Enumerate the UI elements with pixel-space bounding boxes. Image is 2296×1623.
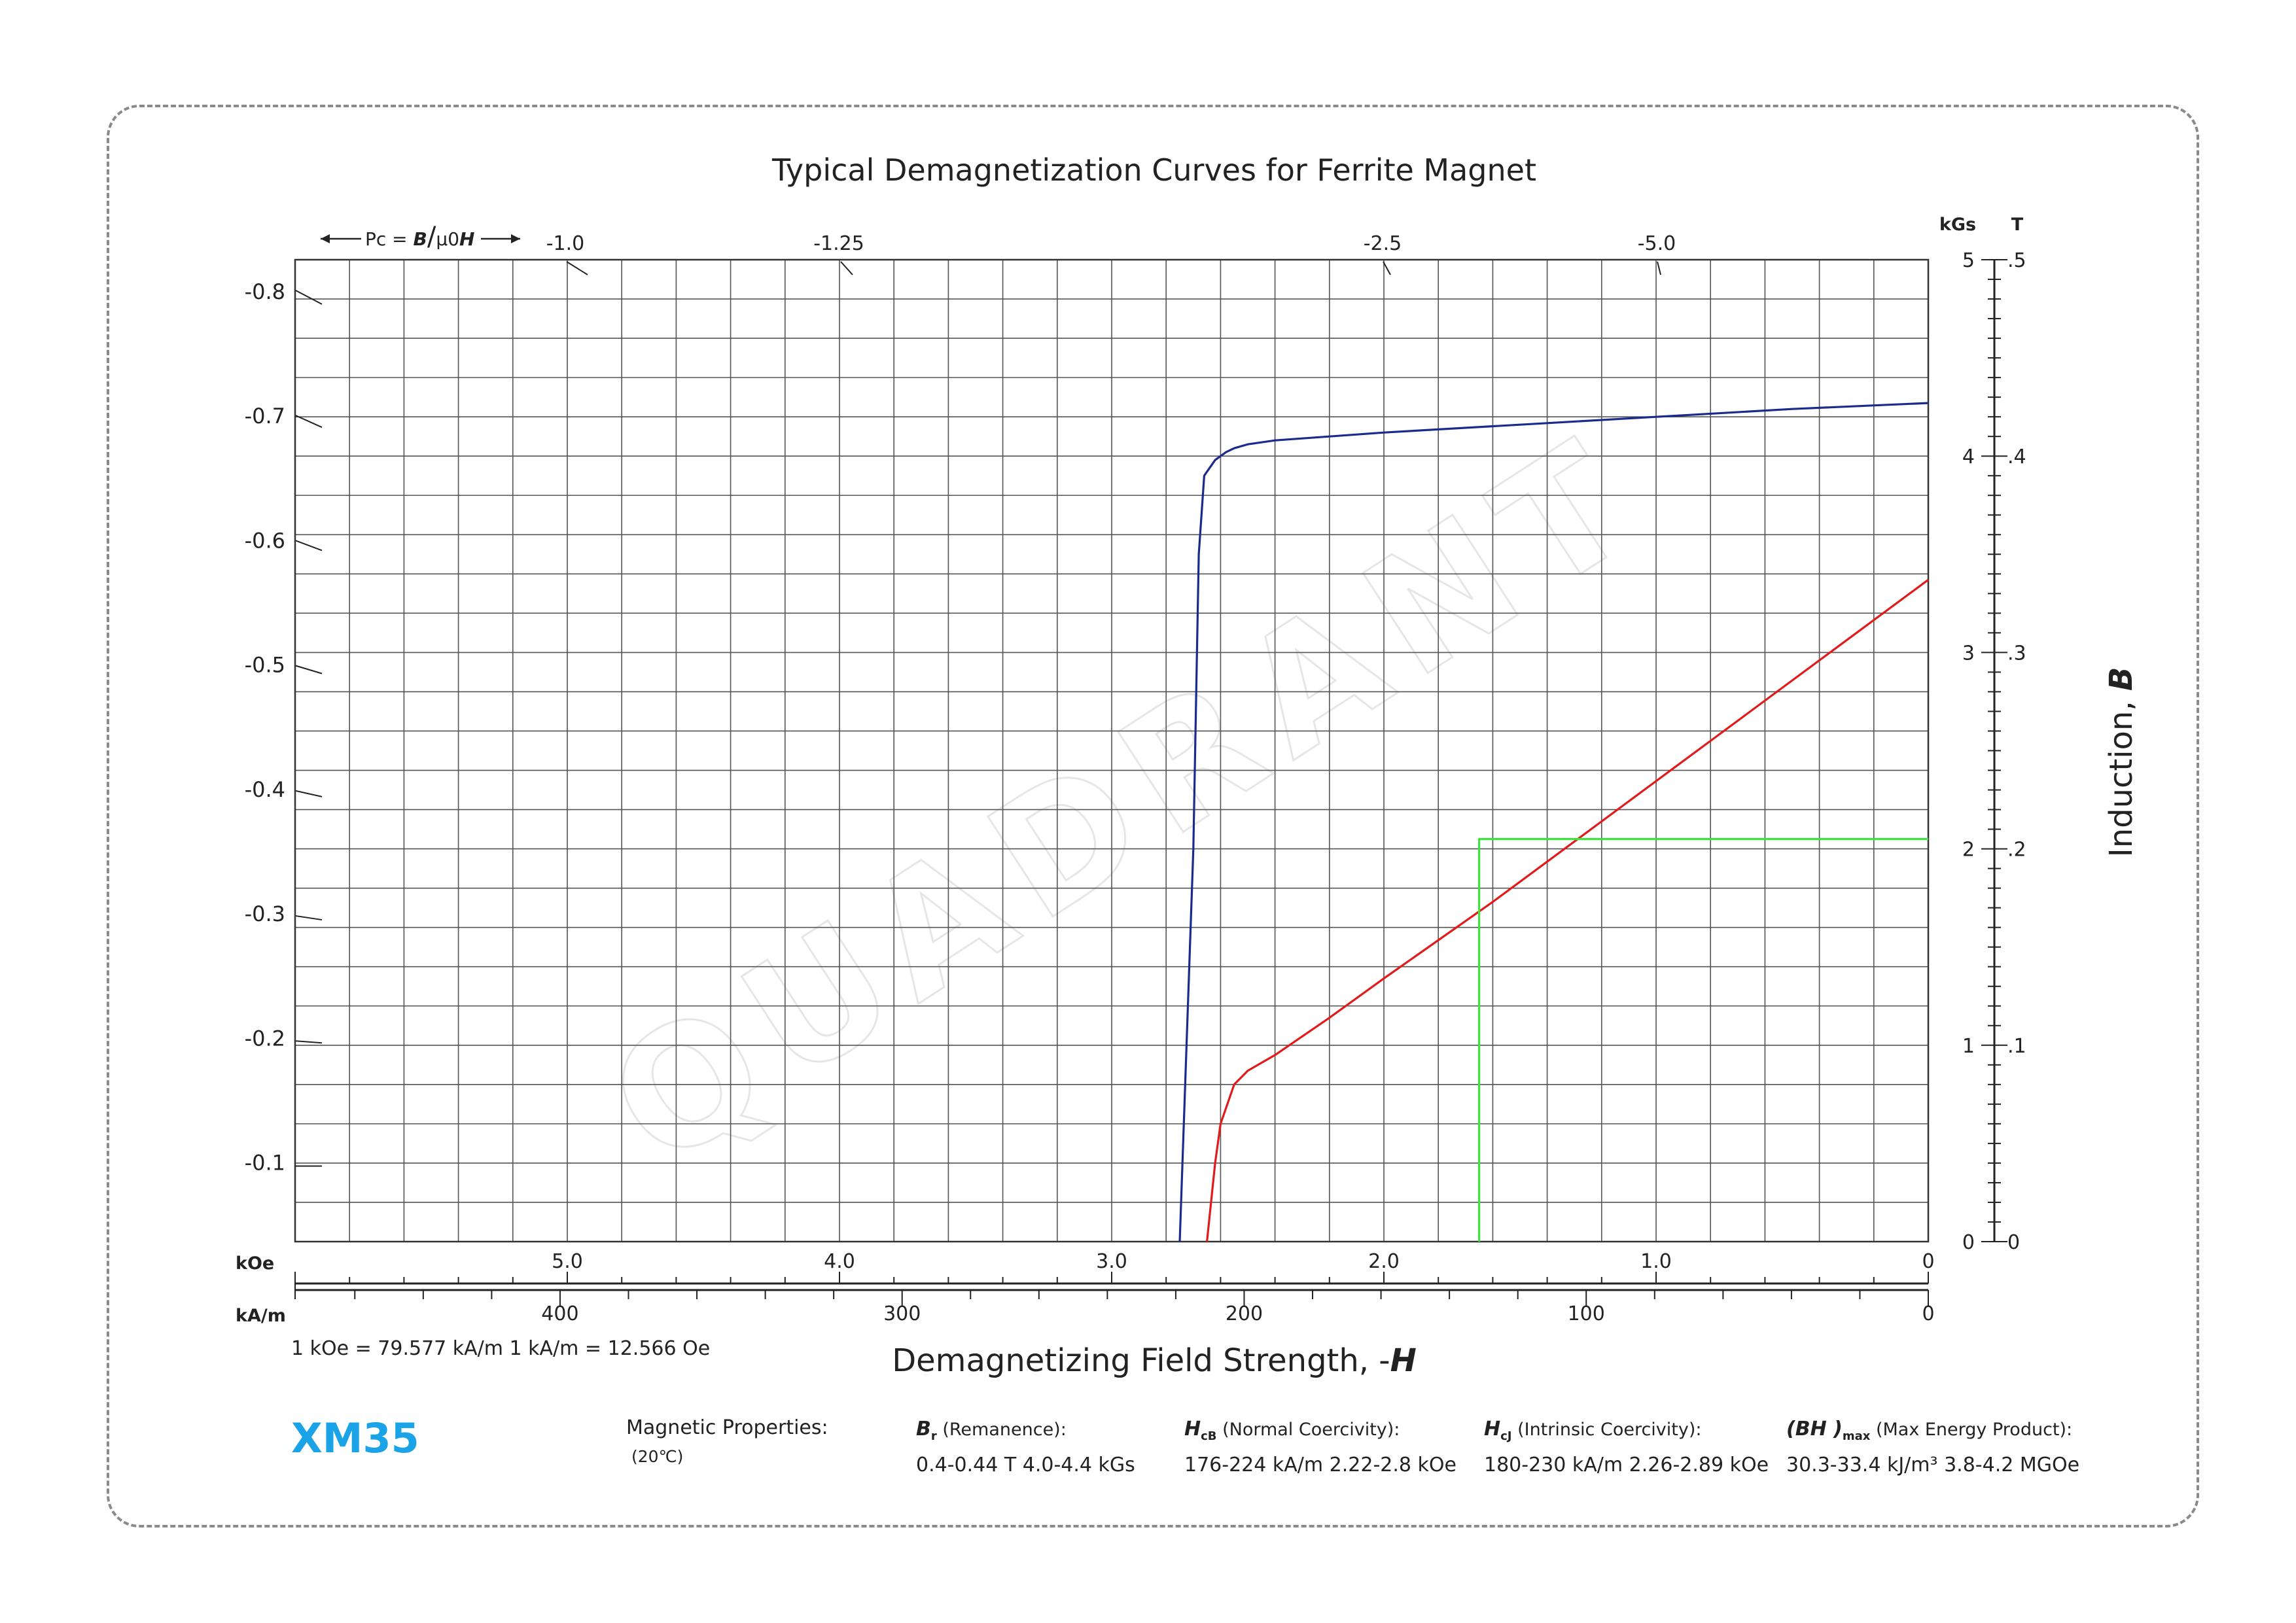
properties-temp: (20℃) [631,1447,684,1466]
left-tick-mark [295,790,323,797]
chart-title: Typical Demagnetization Curves for Ferri… [771,152,1536,188]
y-axis-title: Induction, B [2103,667,2140,858]
grade-name: XM35 [291,1414,419,1462]
t-tick-label: .3 [2007,642,2026,665]
pc-tick-mark [1383,261,1391,275]
pc-tick-label: -2.5 [1364,232,1402,255]
left-tick-mark [295,540,323,551]
koe-tick-label: 2.0 [1368,1250,1400,1273]
koe-tick-label: 3.0 [1096,1250,1127,1273]
br-label: (Remanence): [936,1420,1067,1440]
koe-tick-label: 1.0 [1640,1250,1672,1273]
hcb-label: (Normal Coercivity): [1216,1420,1400,1440]
kgs-tick-label: 0 [1962,1231,1975,1254]
hcb-sub: cB [1201,1429,1217,1443]
series-line-1 [1206,579,1929,1242]
kam-tick-label: 400 [541,1302,578,1325]
series-line-2 [1478,837,1928,1242]
left-tick-mark [295,1040,323,1044]
dashed-frame [107,105,2199,1527]
properties-heading-block: Magnetic Properties: (20℃) [626,1414,828,1471]
plot-border [294,258,1930,1243]
koe-tick-label: 0 [1922,1250,1934,1273]
kgs-tick-label: 5 [1962,249,1975,272]
kam-unit-label: kA/m [236,1306,286,1326]
x-axis-symbol: H [1390,1342,1417,1379]
left-tick-label: -0.2 [245,1026,285,1051]
koe-unit-label: kOe [236,1253,274,1274]
koe-tick-label: 5.0 [552,1250,583,1273]
pc-tick-mark [840,261,853,275]
bh-sub: max [1842,1429,1871,1443]
bhmax-property: (BH )max (Max Energy Product): 30.3-33.4… [1786,1415,2079,1480]
left-tick-mark [295,665,323,674]
kgs-tick-label: 2 [1962,839,1975,862]
pc-label: Pc = B/μ0H [365,222,474,252]
bh-values: 30.3-33.4 kJ/m³ 3.8-4.2 MGOe [1786,1454,2080,1476]
left-tick-label: -0.3 [245,901,285,926]
t-tick-label: .5 [2007,249,2026,272]
left-tick-label: -0.7 [245,404,285,428]
pc-tick-mark [566,261,588,275]
kgs-tick-label: 4 [1962,445,1975,468]
pc-tick-label: -5.0 [1638,232,1676,255]
hcj-symbol: H [1484,1418,1501,1440]
t-unit-label: T [2011,215,2024,235]
watermark: QUADRANT [577,396,1678,1204]
kgs-tick-label: 1 [1962,1035,1975,1058]
br-values: 0.4-0.44 T 4.0-4.4 kGs [916,1454,1135,1476]
left-tick-label: -0.5 [245,653,285,678]
kgs-unit-label: kGs [1939,215,1976,235]
t-tick-label: .2 [2007,839,2026,862]
left-tick-mark [295,290,323,305]
pc-h-symbol: H [459,228,474,250]
left-tick-label: -0.6 [245,528,285,553]
pc-tick-label: -1.0 [546,232,585,255]
properties-heading: Magnetic Properties: [626,1416,828,1439]
hcb-property: HcB (Normal Coercivity): 176-224 kA/m 2.… [1184,1415,1457,1480]
series-layer [1178,402,1929,1242]
pc-slash: / [427,222,436,252]
kgs-tick-label: 3 [1962,642,1975,665]
t-tick-label: .1 [2007,1035,2026,1058]
t-tick-label: .4 [2007,445,2026,468]
koe-tick-label: 4.0 [824,1250,855,1273]
pc-arrow-left-head [321,234,330,243]
pc-mu0: μ0 [436,228,459,250]
pc-b-symbol: B [414,228,427,250]
pc-tick-label: -1.25 [813,232,864,255]
hcj-values: 180-230 kA/m 2.26-2.89 kOe [1484,1454,1769,1476]
kam-tick-label: 100 [1568,1302,1605,1325]
hcb-symbol: H [1184,1418,1201,1440]
kam-tick-label: 200 [1226,1302,1263,1325]
hcb-values: 176-224 kA/m 2.22-2.8 kOe [1184,1454,1457,1476]
series-line-0 [1178,402,1929,1242]
grid [294,258,1930,1243]
unit-conversion: 1 kOe = 79.577 kA/m 1 kA/m = 12.566 Oe [291,1337,711,1360]
br-symbol: B [916,1418,931,1440]
axes [294,234,2007,1307]
pc-tick-mark [1657,261,1661,275]
t-tick-label: 0 [2007,1231,2020,1254]
hcj-label: (Intrinsic Coercivity): [1511,1420,1702,1440]
br-sub: r [930,1429,937,1443]
x-axis-title: Demagnetizing Field Strength, -H [892,1342,1417,1379]
hcj-property: HcJ (Intrinsic Coercivity): 180-230 kA/m… [1484,1415,1769,1480]
pc-arrow-right-head [511,234,520,243]
left-tick-mark [295,415,323,428]
y-axis-symbol: B [2103,667,2140,691]
bh-label: (Max Energy Product): [1870,1420,2073,1440]
left-tick-label: -0.4 [245,777,285,802]
bh-symbol: (BH ) [1786,1418,1843,1440]
br-property: Br (Remanence): 0.4-0.44 T 4.0-4.4 kGs [916,1415,1135,1480]
kam-tick-label: 300 [883,1302,921,1325]
hcj-sub: cJ [1500,1429,1512,1443]
watermark-text: QUADRANT [578,397,1678,1203]
left-tick-label: -0.8 [245,279,285,304]
left-tick-mark [295,915,323,921]
kam-tick-label: 0 [1922,1302,1934,1325]
left-tick-label: -0.1 [245,1150,285,1175]
